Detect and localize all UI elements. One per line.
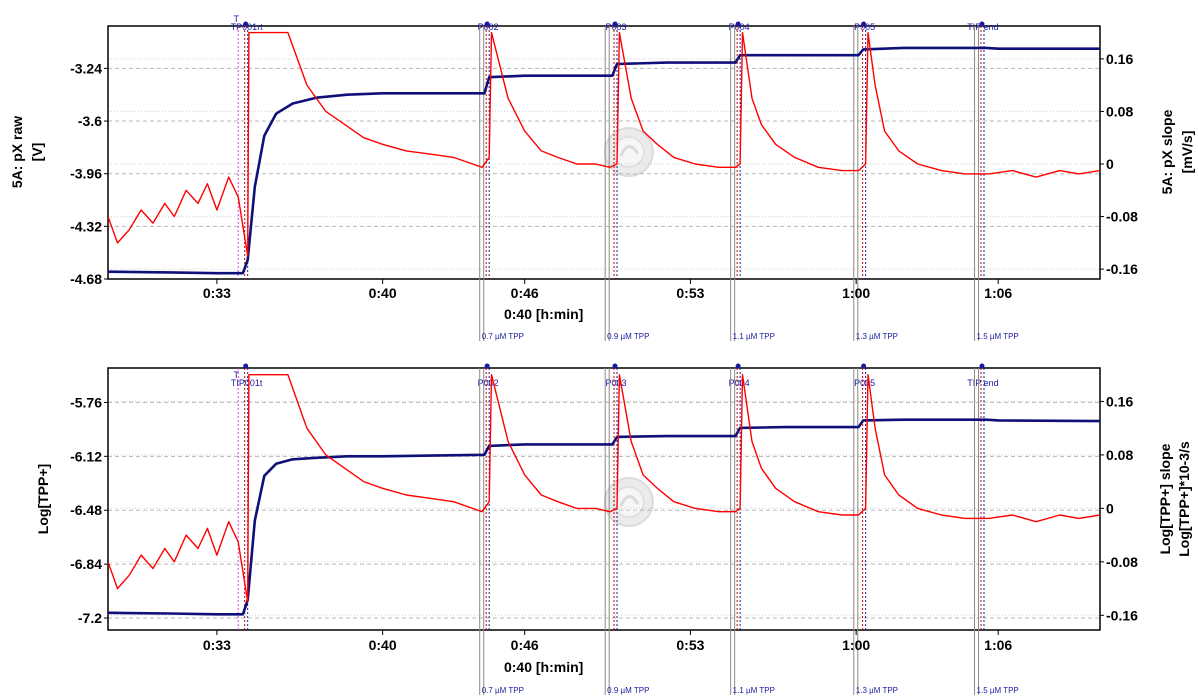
plot-frame (107, 367, 1101, 631)
injection-label: 1.3 µM TPP (856, 686, 898, 695)
injection-label: 0.7 µM TPP (482, 686, 524, 695)
series-line-right (108, 31, 1100, 257)
x-tick-label: 0:46 (511, 637, 539, 653)
x-tick-label: 0:40 (369, 285, 397, 301)
event-label-p003: P003 (606, 22, 627, 32)
y-right-tick-label: 0.08 (1106, 103, 1133, 119)
y-right-tick-label: -0.16 (1106, 261, 1138, 277)
y-right-axis-label: [mV/s] (1179, 131, 1195, 174)
x-tick-label: 1:00 (842, 285, 870, 301)
x-tick-label: 0:46 (511, 285, 539, 301)
x-tick-label: 1:06 (984, 285, 1012, 301)
y-left-tick-label: -5.76 (70, 394, 102, 410)
event-label-T: T (233, 370, 239, 380)
watermark-inner (612, 136, 645, 168)
event-marker-dot (243, 21, 249, 27)
watermark-logo (603, 127, 654, 177)
event-marker-dot (612, 363, 618, 369)
y-left-tick-label: -4.68 (70, 271, 102, 287)
x-axis-label: 0:40 [h:min] (504, 659, 583, 675)
event-marker-dot (484, 21, 490, 27)
watermark-logo (603, 477, 654, 527)
event-marker-dot (612, 21, 618, 27)
event-label-tip001t: TIP001t (231, 378, 263, 388)
series-line-right (108, 374, 1100, 603)
y-right-axis-label: 5A: pX slope (1159, 109, 1175, 194)
injection-label: 1.1 µM TPP (733, 332, 775, 341)
series-line-left (108, 418, 1100, 616)
y-right-tick-label: 0 (1106, 500, 1114, 516)
y-right-tick-label: -0.16 (1106, 607, 1138, 623)
event-label-p004: P004 (729, 22, 750, 32)
y-right-tick-label: 0.16 (1106, 51, 1133, 67)
injection-label: 1.5 µM TPP (977, 332, 1019, 341)
event-label-tip-end: TIP end (967, 22, 998, 32)
y-left-tick-label: -3.96 (70, 166, 102, 182)
event-marker-dot (979, 21, 985, 27)
event-marker-dot (861, 363, 867, 369)
x-tick-label: 0:53 (676, 285, 704, 301)
event-marker-dot (484, 363, 490, 369)
y-left-tick-label: -4.32 (70, 218, 102, 234)
event-label-p005: P005 (854, 378, 875, 388)
y-left-axis-label: [V] (29, 143, 45, 162)
event-marker-dot (735, 363, 741, 369)
watermark-inner (612, 486, 645, 518)
event-label-T: T (233, 14, 239, 24)
event-marker-dot (861, 21, 867, 27)
y-right-tick-label: -0.08 (1106, 554, 1138, 570)
x-axis-label: 0:40 [h:min] (504, 306, 583, 322)
x-tick-label: 1:06 (984, 637, 1012, 653)
injection-label: 1.3 µM TPP (856, 332, 898, 341)
injection-label: 0.9 µM TPP (607, 332, 649, 341)
event-label-p004: P004 (729, 378, 750, 388)
injection-label: 0.9 µM TPP (607, 686, 649, 695)
x-tick-label: 0:53 (676, 637, 704, 653)
y-right-tick-label: 0.08 (1106, 447, 1133, 463)
injection-label: 1.5 µM TPP (977, 686, 1019, 695)
x-tick-label: 0:40 (369, 637, 397, 653)
x-tick-label: 1:00 (842, 637, 870, 653)
y-right-axis-label: Log[TPP+] slope (1157, 443, 1173, 554)
injection-label: 1.1 µM TPP (733, 686, 775, 695)
y-left-tick-label: -3.24 (70, 60, 102, 76)
watermark-mark (619, 145, 640, 157)
event-marker-dot (243, 363, 249, 369)
event-marker-dot (979, 363, 985, 369)
event-label-p003: P003 (606, 378, 627, 388)
y-right-tick-label: -0.08 (1106, 209, 1138, 225)
series-line-left (108, 46, 1100, 275)
y-left-axis-label: 5A: pX raw (9, 116, 25, 188)
y-left-tick-label: -6.84 (70, 556, 102, 572)
event-label-p005: P005 (854, 22, 875, 32)
plot-frame (107, 25, 1101, 280)
y-left-tick-label: -3.6 (78, 113, 102, 129)
event-label-tip-end: TIP end (967, 378, 998, 388)
y-left-tick-label: -7.2 (78, 610, 102, 626)
x-tick-label: 0:33 (203, 637, 231, 653)
event-marker-dot (735, 21, 741, 27)
event-label-p002: P002 (478, 378, 499, 388)
watermark-mark (619, 495, 640, 507)
y-left-axis-label: Log[TPP+] (35, 464, 51, 534)
event-label-tp001rt: TP001rt (231, 22, 264, 32)
y-left-tick-label: -6.12 (70, 448, 102, 464)
y-right-tick-label: 0 (1106, 156, 1114, 172)
y-left-tick-label: -6.48 (70, 502, 102, 518)
y-right-axis-label: Log[TPP+]*10-3/s (1176, 441, 1192, 557)
injection-label: 0.7 µM TPP (482, 332, 524, 341)
y-right-tick-label: 0.16 (1106, 393, 1133, 409)
x-tick-label: 0:33 (203, 285, 231, 301)
event-label-p002: P002 (478, 22, 499, 32)
